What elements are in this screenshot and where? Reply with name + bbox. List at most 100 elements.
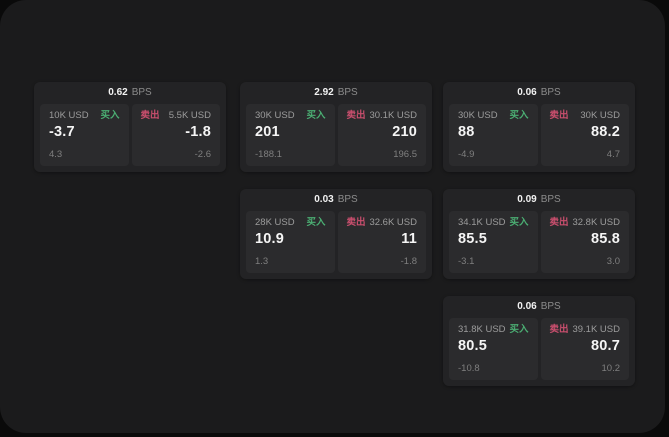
buy-quote-panel[interactable]: 30K USD 买入 88 -4.9 — [449, 104, 538, 166]
spread-header: 0.09 BPS — [443, 189, 635, 211]
sell-amount: 39.1K USD — [572, 324, 620, 335]
sell-panel-top: 卖出 5.5K USD — [140, 110, 212, 121]
sell-delta: -1.8 — [400, 255, 417, 267]
sell-price: -1.8 — [185, 124, 211, 141]
sell-price: 88.2 — [590, 124, 620, 141]
spread-card[interactable]: 0.62 BPS 10K USD 买入 -3.7 4.3 卖出 5.5K USD… — [34, 82, 226, 172]
sell-price: 11 — [401, 231, 417, 248]
buy-quote-panel[interactable]: 30K USD 买入 201 -188.1 — [246, 104, 335, 166]
buy-side-label: 买入 — [509, 217, 529, 228]
quote-panels: 10K USD 买入 -3.7 4.3 卖出 5.5K USD -1.8 -2.… — [34, 104, 226, 166]
buy-side-label: 买入 — [509, 110, 529, 121]
sell-delta: 3.0 — [606, 255, 620, 267]
spread-bps-unit: BPS — [337, 87, 358, 98]
buy-delta: -10.8 — [458, 362, 480, 374]
buy-quote-panel[interactable]: 34.1K USD 买入 85.5 -3.1 — [449, 211, 538, 273]
spread-bps-value: 0.62 — [108, 87, 128, 98]
buy-side-label: 买入 — [306, 110, 326, 121]
spread-bps-unit: BPS — [540, 87, 561, 98]
spread-header: 0.62 BPS — [34, 82, 226, 104]
sell-quote-panel[interactable]: 卖出 30K USD 88.2 4.7 — [540, 104, 629, 166]
sell-quote-panel[interactable]: 卖出 32.8K USD 85.8 3.0 — [540, 211, 629, 273]
buy-amount: 30K USD — [458, 110, 498, 121]
spread-bps-value: 0.06 — [517, 87, 537, 98]
sell-panel-top: 卖出 30.1K USD — [346, 110, 418, 121]
quote-panels: 31.8K USD 买入 80.5 -10.8 卖出 39.1K USD 80.… — [443, 318, 635, 380]
buy-side-label: 买入 — [306, 217, 326, 228]
sell-quote-panel[interactable]: 卖出 30.1K USD 210 196.5 — [337, 104, 426, 166]
sell-quote-panel[interactable]: 卖出 39.1K USD 80.7 10.2 — [540, 318, 629, 380]
spread-header: 2.92 BPS — [240, 82, 432, 104]
spread-bps-unit: BPS — [540, 301, 561, 312]
buy-quote-panel[interactable]: 31.8K USD 买入 80.5 -10.8 — [449, 318, 538, 380]
spread-card[interactable]: 0.03 BPS 28K USD 买入 10.9 1.3 卖出 32.6K US… — [240, 189, 432, 279]
sell-amount: 30K USD — [580, 110, 620, 121]
sell-delta: -2.6 — [194, 148, 211, 160]
buy-delta: -3.1 — [458, 255, 475, 267]
quote-panels: 28K USD 买入 10.9 1.3 卖出 32.6K USD 11 -1.8 — [240, 211, 432, 273]
buy-panel-top: 10K USD 买入 — [49, 110, 120, 121]
buy-side-label: 买入 — [509, 324, 529, 335]
quote-panels: 30K USD 买入 88 -4.9 卖出 30K USD 88.2 4.7 — [443, 104, 635, 166]
buy-amount: 10K USD — [49, 110, 89, 121]
buy-price: 10.9 — [255, 231, 285, 248]
buy-delta: -4.9 — [458, 148, 475, 160]
sell-quote-panel[interactable]: 卖出 5.5K USD -1.8 -2.6 — [131, 104, 220, 166]
buy-amount: 28K USD — [255, 217, 295, 228]
buy-delta: 1.3 — [255, 255, 269, 267]
spread-bps-value: 0.06 — [517, 301, 537, 312]
buy-panel-top: 30K USD 买入 — [255, 110, 326, 121]
buy-delta: 4.3 — [49, 148, 63, 160]
sell-price: 85.8 — [590, 231, 620, 248]
buy-panel-top: 34.1K USD 买入 — [458, 217, 529, 228]
buy-panel-top: 30K USD 买入 — [458, 110, 529, 121]
sell-panel-top: 卖出 32.8K USD — [549, 217, 621, 228]
sell-amount: 32.6K USD — [369, 217, 417, 228]
buy-price: -3.7 — [49, 124, 75, 141]
buy-price: 85.5 — [458, 231, 488, 248]
sell-panel-top: 卖出 39.1K USD — [549, 324, 621, 335]
sell-panel-top: 卖出 32.6K USD — [346, 217, 418, 228]
spread-bps-value: 2.92 — [314, 87, 334, 98]
buy-quote-panel[interactable]: 10K USD 买入 -3.7 4.3 — [40, 104, 129, 166]
sell-delta: 196.5 — [393, 148, 417, 160]
buy-price: 80.5 — [458, 338, 488, 355]
quote-panels: 30K USD 买入 201 -188.1 卖出 30.1K USD 210 1… — [240, 104, 432, 166]
spread-bps-unit: BPS — [337, 194, 358, 205]
buy-side-label: 买入 — [100, 110, 120, 121]
sell-panel-top: 卖出 30K USD — [549, 110, 621, 121]
buy-amount: 34.1K USD — [458, 217, 506, 228]
sell-delta: 10.2 — [601, 362, 621, 374]
spread-card[interactable]: 2.92 BPS 30K USD 买入 201 -188.1 卖出 30.1K … — [240, 82, 432, 172]
spread-header: 0.06 BPS — [443, 296, 635, 318]
spread-header: 0.06 BPS — [443, 82, 635, 104]
sell-side-label: 卖出 — [549, 217, 569, 228]
sell-quote-panel[interactable]: 卖出 32.6K USD 11 -1.8 — [337, 211, 426, 273]
sell-side-label: 卖出 — [549, 324, 569, 335]
spread-bps-unit: BPS — [540, 194, 561, 205]
buy-panel-top: 31.8K USD 买入 — [458, 324, 529, 335]
spread-card[interactable]: 0.06 BPS 30K USD 买入 88 -4.9 卖出 30K USD 8… — [443, 82, 635, 172]
spread-bps-unit: BPS — [131, 87, 152, 98]
spread-header: 0.03 BPS — [240, 189, 432, 211]
buy-panel-top: 28K USD 买入 — [255, 217, 326, 228]
sell-price: 210 — [392, 124, 417, 141]
sell-amount: 30.1K USD — [369, 110, 417, 121]
sell-side-label: 卖出 — [346, 217, 366, 228]
sell-amount: 32.8K USD — [572, 217, 620, 228]
spread-bps-value: 0.03 — [314, 194, 334, 205]
spread-card[interactable]: 0.06 BPS 31.8K USD 买入 80.5 -10.8 卖出 39.1… — [443, 296, 635, 386]
buy-price: 201 — [255, 124, 280, 141]
buy-price: 88 — [458, 124, 475, 141]
sell-delta: 4.7 — [606, 148, 620, 160]
sell-side-label: 卖出 — [140, 110, 160, 121]
sell-side-label: 卖出 — [549, 110, 569, 121]
quote-panels: 34.1K USD 买入 85.5 -3.1 卖出 32.8K USD 85.8… — [443, 211, 635, 273]
sell-price: 80.7 — [590, 338, 620, 355]
buy-quote-panel[interactable]: 28K USD 买入 10.9 1.3 — [246, 211, 335, 273]
buy-amount: 30K USD — [255, 110, 295, 121]
sell-amount: 5.5K USD — [168, 110, 211, 121]
spread-card[interactable]: 0.09 BPS 34.1K USD 买入 85.5 -3.1 卖出 32.8K… — [443, 189, 635, 279]
sell-side-label: 卖出 — [346, 110, 366, 121]
